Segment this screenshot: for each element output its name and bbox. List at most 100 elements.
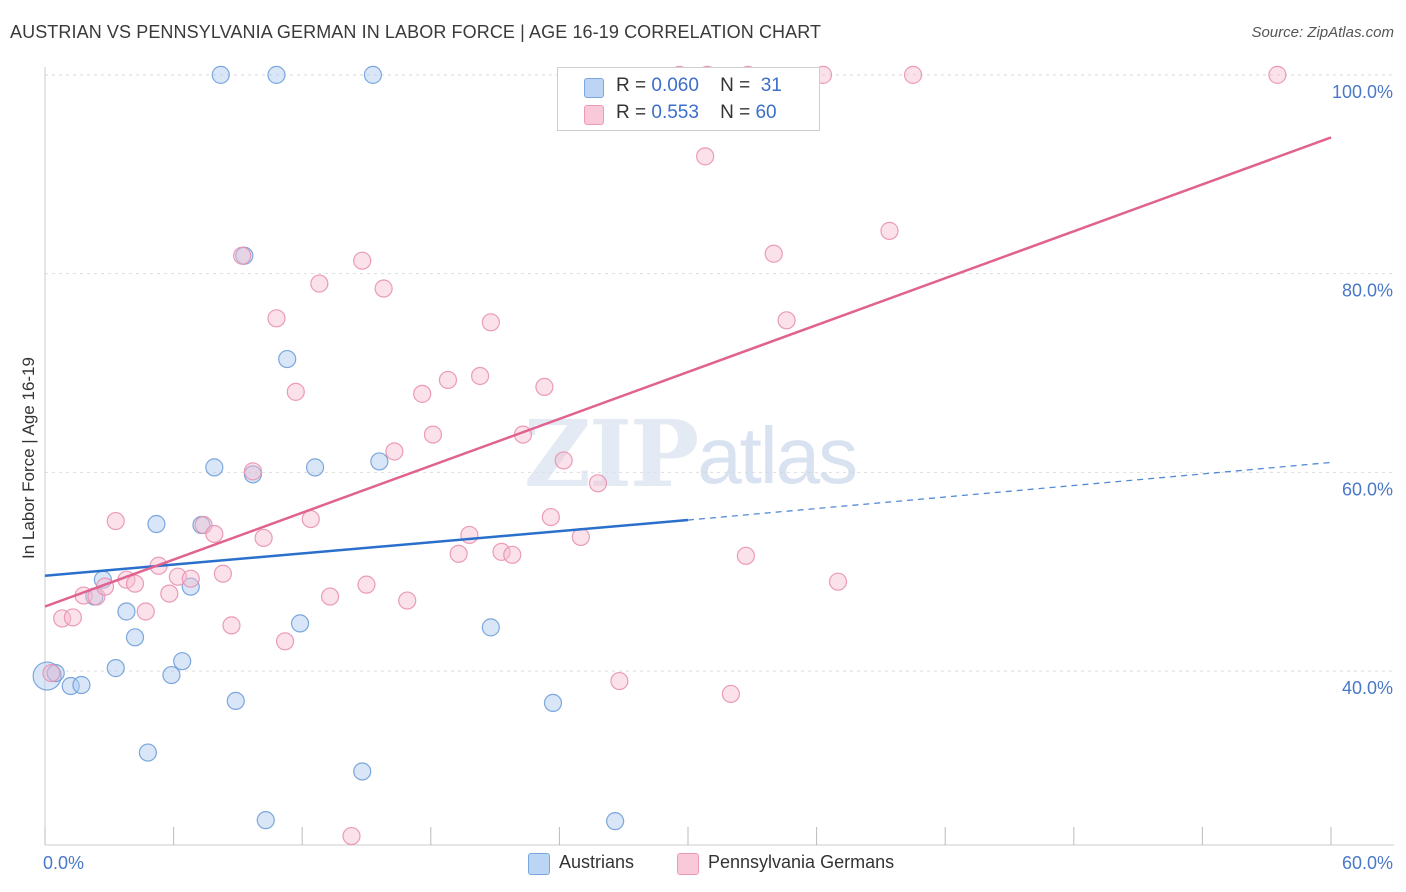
- austrian-point-7: [117, 602, 136, 621]
- pa-point-18: [233, 246, 252, 265]
- y-tick-label-3: 100.0%: [1332, 82, 1393, 102]
- pa-point-31: [385, 442, 404, 461]
- pa-point-37: [460, 525, 479, 545]
- austrian-point-26: [363, 65, 383, 84]
- pa-point-27: [342, 826, 361, 846]
- pa-point-26: [320, 587, 340, 606]
- pa-point-28: [353, 251, 372, 270]
- pa-point-48: [610, 671, 629, 691]
- austrian-point-20: [256, 811, 275, 830]
- pa-point-15: [205, 524, 224, 544]
- austrian-point-17: [226, 691, 245, 711]
- pa-point-39: [481, 313, 500, 332]
- pa-point-50: [696, 147, 715, 166]
- pa-point-8: [125, 574, 145, 593]
- pa-r-value: 0.553: [651, 102, 699, 123]
- pa-point-38: [470, 366, 490, 386]
- austrian-point-16: [211, 65, 230, 84]
- y-tick-label-0: 40.0%: [1342, 678, 1393, 698]
- y-tick-label-1: 60.0%: [1342, 479, 1393, 499]
- austrian-point-25: [353, 762, 372, 781]
- austrian-point-29: [543, 693, 563, 712]
- axis-labels: 40.0% 60.0% 80.0% 100.0% 0.0% 60.0% In Labor F…: [19, 82, 1393, 873]
- pa-swatch: [584, 105, 604, 125]
- stats-box: R = 0.060 N = 31 R = 0.553 N = 60: [557, 67, 820, 131]
- pa-point-56: [777, 311, 796, 330]
- austrian-point-9: [138, 743, 157, 762]
- pa-point-13: [181, 569, 200, 588]
- austrians-trend-line: [44, 518, 689, 577]
- austrian-point-1: [46, 663, 65, 683]
- pa-point-47: [588, 474, 608, 493]
- pa-point-29: [357, 575, 376, 594]
- source-credit: Source: ZipAtlas.com: [1251, 24, 1394, 41]
- pa-point-17: [222, 616, 241, 635]
- x-tick-label-start: 0.0%: [43, 853, 84, 873]
- austrian-point-24: [305, 458, 325, 477]
- pa-point-23: [286, 382, 305, 401]
- austrian-point-11: [162, 665, 181, 685]
- pa-point-36: [449, 544, 468, 563]
- y-tick-label-2: 80.0%: [1342, 281, 1393, 301]
- austrian-point-8: [125, 628, 145, 647]
- austrian-point-15: [205, 458, 224, 477]
- austrians-r-value: 0.060: [651, 75, 699, 96]
- austrian-point-30: [606, 812, 625, 831]
- pa-point-41: [503, 545, 522, 564]
- pa-point-25: [310, 274, 329, 293]
- pa-point-16: [213, 564, 232, 583]
- austrian-point-21: [267, 65, 286, 84]
- austrians-swatch: [584, 78, 604, 98]
- pa-r-label: R =: [616, 102, 647, 123]
- legend-austrians-label: Austrians: [559, 852, 635, 872]
- watermark: ZIPatlas: [524, 400, 856, 508]
- pa-point-0: [42, 663, 61, 683]
- pa-point-22: [275, 632, 295, 651]
- austrian-point-27: [370, 452, 389, 471]
- y-axis-label: In Labor Force | Age 16-19: [19, 357, 38, 559]
- trend-lines: [44, 136, 1332, 608]
- austrians-n-value: 31: [760, 75, 782, 96]
- pa-trend-line: [44, 136, 1332, 608]
- legend: Austrians Pennsylvania Germans: [0, 852, 1406, 878]
- x-tick-label-end: 60.0%: [1342, 853, 1393, 873]
- pa-point-30: [374, 279, 393, 298]
- legend-pa-label: Pennsylvania Germans: [708, 852, 895, 872]
- pa-point-20: [254, 528, 273, 548]
- austrian-point-23: [290, 614, 310, 633]
- pa-point-52: [721, 684, 740, 704]
- austrians-n-label: N =: [720, 75, 751, 96]
- pa-n-value: 60: [755, 102, 777, 123]
- pa-point-33: [413, 384, 432, 403]
- pa-point-40: [492, 542, 511, 561]
- pa-point-6: [106, 511, 125, 531]
- austrian-point-6: [106, 659, 125, 678]
- pa-point-57: [828, 572, 848, 591]
- pa-point-61: [1268, 65, 1287, 84]
- pa-point-9: [136, 602, 155, 621]
- austrians-r-label: R =: [616, 75, 647, 96]
- pa-point-11: [160, 584, 179, 603]
- axes: [44, 67, 1394, 846]
- austrian-point-10: [147, 514, 166, 534]
- pa-point-55: [764, 244, 783, 263]
- pa-point-44: [541, 507, 560, 527]
- chart-title: AUSTRIAN VS PENNSYLVANIA GERMAN IN LABOR…: [10, 22, 822, 42]
- pa-point-60: [880, 221, 899, 240]
- pa-point-24: [301, 509, 320, 529]
- pa-point-32: [398, 591, 417, 610]
- austrians-trend-extension: [687, 461, 1332, 521]
- pa-point-21: [267, 309, 286, 328]
- grid-lines: [45, 74, 1394, 672]
- pa-point-53: [736, 546, 755, 565]
- pa-point-59: [903, 65, 923, 84]
- austrian-point-22: [278, 349, 297, 369]
- pa-n-label: N =: [720, 102, 751, 123]
- pa-point-2: [63, 608, 82, 627]
- austrian-point-3: [72, 675, 91, 695]
- pa-point-43: [535, 377, 554, 396]
- austrian-point-12: [173, 652, 192, 671]
- legend-austrians-swatch: [528, 853, 550, 875]
- pa-point-19: [243, 462, 263, 481]
